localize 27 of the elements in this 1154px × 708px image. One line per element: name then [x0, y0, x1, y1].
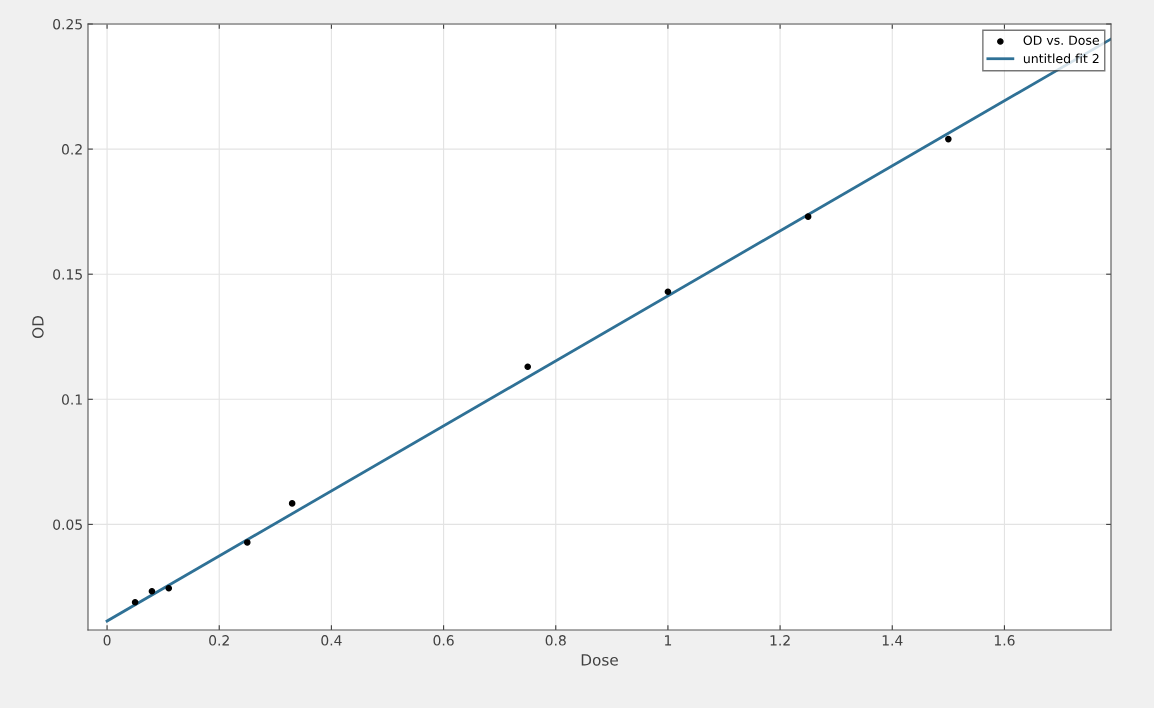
- y-tick-label: 0.05: [53, 519, 82, 530]
- x-tick-label: 0.6: [433, 635, 454, 646]
- x-tick-label: 1.6: [994, 635, 1015, 646]
- point: [288, 500, 296, 507]
- point: [804, 213, 812, 220]
- point: [165, 584, 173, 592]
- point: [131, 598, 139, 606]
- y-tick-label: 0.15: [53, 269, 82, 280]
- y-axis-title: OD: [32, 316, 44, 339]
- point: [148, 587, 156, 595]
- x-tick-label: 1.2: [770, 635, 790, 646]
- point: [524, 363, 532, 371]
- x-tick-label: 0.8: [545, 635, 566, 646]
- x-tick-label: 1: [665, 635, 672, 646]
- point: [243, 539, 251, 546]
- x-tick-label: 0.4: [321, 635, 342, 646]
- y-tick-label: 0.1: [61, 394, 82, 405]
- y-tick-label: 0.2: [61, 144, 82, 155]
- x-tick-label: 0: [103, 635, 111, 646]
- legend-label: OD vs. Dose: [1023, 35, 1099, 45]
- x-tick-label: 1.4: [882, 635, 903, 646]
- point: [945, 135, 952, 143]
- x-tick-label: 0.2: [209, 635, 229, 646]
- x-axis-title: Dose: [581, 654, 618, 666]
- y-tick-label: 0.25: [53, 18, 82, 30]
- legend-label: untitled fit 2: [1023, 53, 1099, 64]
- point: [664, 288, 672, 296]
